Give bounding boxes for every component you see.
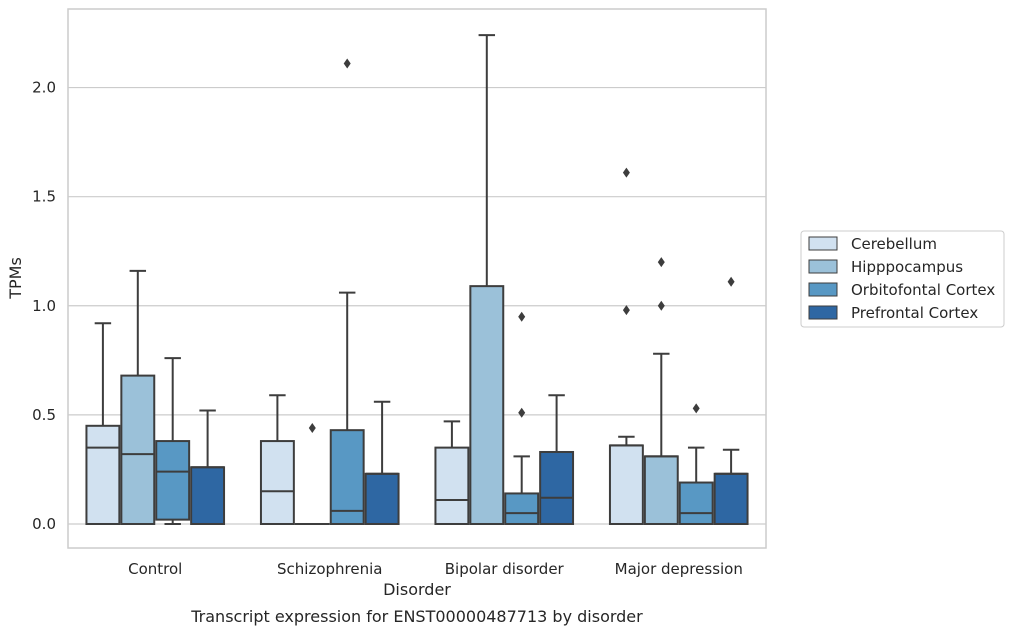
legend-frame [800, 230, 1005, 328]
x-axis-label: Disorder [383, 580, 451, 599]
outlier-point [727, 276, 735, 287]
y-ticks: 0.0 0.5 1.0 1.5 2.0 [32, 79, 56, 533]
box-prefrontal-cortex [190, 409, 226, 525]
legend-label: Hipppocampus [851, 258, 963, 276]
legend-swatch [808, 259, 838, 274]
legend-label: Prefrontal Cortex [851, 304, 978, 322]
x-ticks: Control Schizophrenia Bipolar disorder Majo… [128, 560, 743, 578]
x-tick-label: Control [128, 560, 182, 578]
box-orbitofontal-cortex [678, 403, 714, 525]
legend-swatch [808, 282, 838, 297]
legend: Cerebellum Hipppocampus Orbitofontal Corte… [800, 230, 1005, 328]
box [434, 446, 470, 525]
box-orbitofontal-cortex [155, 357, 191, 525]
y-tick-label: 1.5 [32, 188, 56, 206]
axes-frame [67, 8, 767, 549]
box-cerebellum [85, 322, 121, 525]
plot-area [85, 34, 749, 526]
box [364, 472, 400, 525]
legend-swatch [808, 236, 838, 251]
box [329, 429, 365, 525]
outlier-point [622, 305, 630, 316]
x-tick-label: Schizophrenia [277, 560, 382, 578]
box [539, 450, 575, 525]
outlier-point [657, 257, 665, 268]
box-prefrontal-cortex [364, 400, 400, 525]
box [190, 466, 226, 525]
box-hipppocampus [294, 422, 330, 526]
chart-caption: Transcript expression for ENST0000048771… [190, 607, 643, 626]
legend-label: Orbitofontal Cortex [851, 281, 995, 299]
outlier-point [622, 167, 630, 178]
box-orbitofontal-cortex [504, 311, 540, 525]
box-hipppocampus [469, 34, 505, 525]
box [678, 481, 714, 525]
box [85, 424, 121, 525]
box [643, 455, 679, 525]
outlier-point [343, 58, 351, 69]
box-hipppocampus [643, 257, 679, 525]
x-tick-label: Major depression [615, 560, 743, 578]
box [155, 440, 191, 521]
box [469, 285, 505, 525]
outlier-point [518, 407, 526, 418]
y-axis-label: TPMs [6, 257, 25, 300]
outlier-point [518, 311, 526, 322]
legend-swatch [808, 305, 838, 320]
box-cerebellum [259, 394, 295, 525]
y-tick-label: 0.0 [32, 515, 56, 533]
outlier-point [692, 403, 700, 414]
box-orbitofontal-cortex [329, 58, 365, 525]
outlier-point [657, 300, 665, 311]
box-hipppocampus [120, 269, 156, 525]
x-tick-label: Bipolar disorder [445, 560, 565, 578]
box-prefrontal-cortex [713, 276, 749, 525]
box [713, 472, 749, 525]
box [120, 374, 156, 525]
box [259, 440, 295, 525]
legend-label: Cerebellum [851, 235, 937, 253]
box [608, 444, 644, 525]
box-prefrontal-cortex [539, 394, 575, 525]
box-cerebellum [608, 167, 644, 525]
outlier-point [308, 422, 316, 433]
y-tick-label: 2.0 [32, 79, 56, 97]
box-cerebellum [434, 420, 470, 525]
y-tick-label: 1.0 [32, 297, 56, 315]
y-tick-label: 0.5 [32, 406, 56, 424]
box [504, 492, 540, 525]
